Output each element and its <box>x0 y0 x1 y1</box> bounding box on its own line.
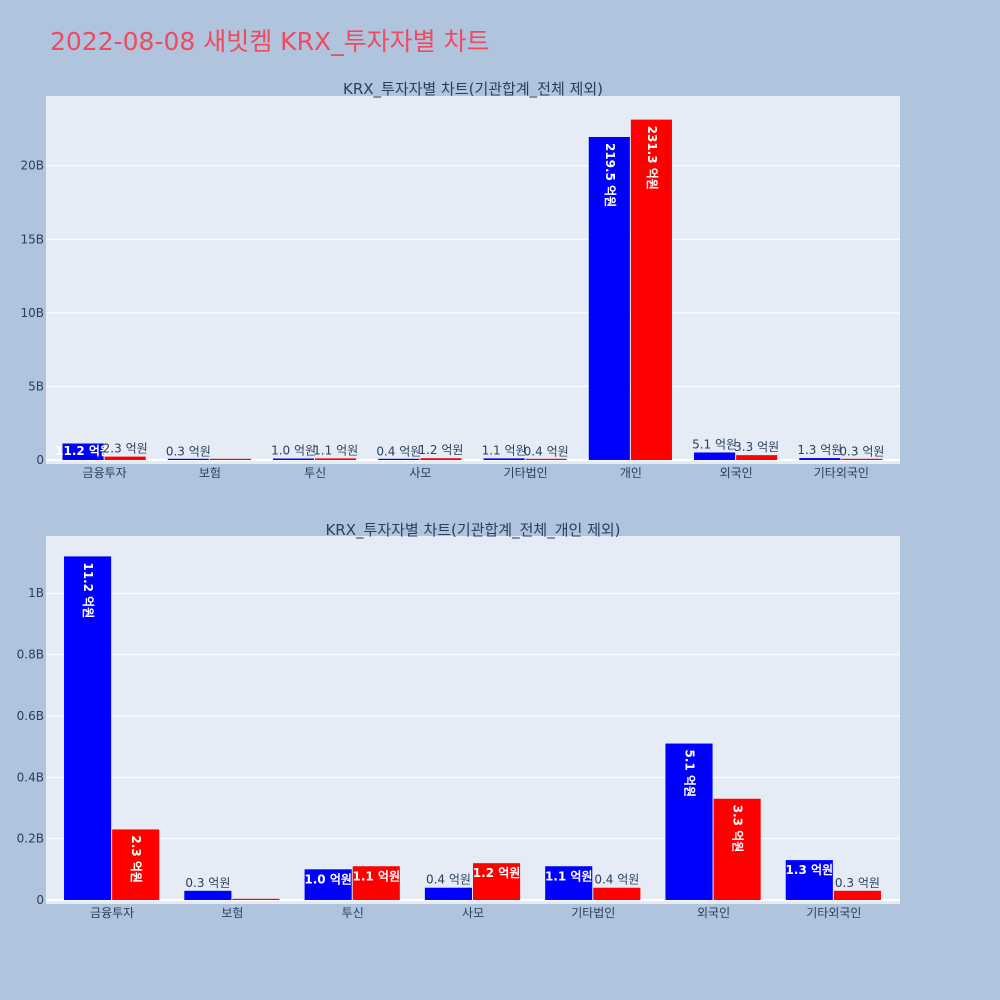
data-label: 0.3 억원 <box>839 445 884 459</box>
data-label: 1.2 억원 <box>473 866 521 880</box>
plot-area <box>46 96 900 464</box>
x-tick-label: 사모 <box>409 466 431 480</box>
data-label: 1.2 억원 <box>418 443 463 457</box>
data-label: 5.1 억원 <box>683 750 697 798</box>
y-tick-label: 15B <box>20 232 44 246</box>
data-label: 11.2 억원 <box>55 444 111 458</box>
x-tick-label: 외국인 <box>697 906 730 920</box>
data-label: 5.1 억원 <box>692 437 737 451</box>
bar <box>104 456 146 460</box>
x-tick-label: 투신 <box>342 906 364 920</box>
y-tick-label: 1B <box>28 586 44 600</box>
data-label: 0.3 억원 <box>835 876 880 890</box>
y-tick-label: 0.4B <box>17 770 44 784</box>
y-tick-label: 10B <box>20 306 44 320</box>
x-tick-label: 기타법인 <box>504 466 548 480</box>
y-tick-label: 0 <box>36 453 44 467</box>
x-tick-label: 개인 <box>620 466 642 480</box>
x-tick-label: 사모 <box>462 906 484 920</box>
bar <box>665 743 713 900</box>
x-tick-label: 금융투자 <box>90 906 134 920</box>
bar <box>352 866 400 900</box>
bar <box>630 119 672 460</box>
chart-title: KRX_투자자별 차트(기관합계_전체 제외) <box>343 80 603 99</box>
x-tick-label: 금융투자 <box>83 466 127 480</box>
bar <box>378 458 420 460</box>
bar <box>593 887 641 900</box>
data-label: 11.2 억원 <box>81 562 95 618</box>
bar <box>483 458 525 460</box>
bar <box>473 863 521 900</box>
data-label: 1.3 억원 <box>786 863 834 877</box>
page-title: 2022-08-08 새빗켐 KRX_투자자별 차트 <box>50 27 490 56</box>
data-label: 2.3 억원 <box>103 442 148 456</box>
data-label: 0.4 억원 <box>426 873 471 887</box>
x-tick-label: 투신 <box>304 466 326 480</box>
chart-title: KRX_투자자별 차트(기관합계_전체_개인 제외) <box>325 521 620 540</box>
bar <box>112 829 160 900</box>
data-label: 0.4 억원 <box>524 444 569 458</box>
x-tick-label: 기타외국인 <box>814 466 869 480</box>
bar <box>799 458 841 460</box>
y-tick-label: 0.8B <box>17 648 44 662</box>
data-label: 1.1 억원 <box>353 869 401 883</box>
bar <box>184 890 232 900</box>
y-tick-label: 20B <box>20 159 44 173</box>
data-label: 1.1 억원 <box>313 443 358 457</box>
y-tick-label: 0.6B <box>17 709 44 723</box>
bar <box>713 798 761 900</box>
bar <box>424 887 472 900</box>
data-label: 3.3 억원 <box>731 805 745 853</box>
bar <box>588 136 630 460</box>
bar <box>694 452 736 460</box>
data-label: 1.1 억원 <box>545 869 593 883</box>
bar <box>545 866 593 900</box>
data-label: 0.3 억원 <box>166 445 211 459</box>
y-tick-label: 5B <box>28 379 44 393</box>
chart-1: 0 5B 10B 15B 20B KRX_투자자별 차트(기관합계_전체 제외) 금융투자 1… <box>20 80 900 480</box>
bar <box>736 455 778 460</box>
data-label: 219.5 억원 <box>603 143 617 207</box>
data-label: 0.4 억원 <box>376 444 421 458</box>
data-label: 1.0 억원 <box>304 872 352 886</box>
data-label: 231.3 억원 <box>645 126 659 190</box>
bar <box>232 898 280 900</box>
data-label: 1.0 억원 <box>271 444 316 458</box>
data-label: 1.1 억원 <box>482 443 527 457</box>
bar <box>833 890 881 900</box>
data-label: 2.3 억원 <box>129 835 143 883</box>
x-tick-label: 기타외국인 <box>806 906 861 920</box>
x-tick-label: 보험 <box>221 906 243 920</box>
x-tick-label: 보험 <box>199 466 221 480</box>
bar <box>785 860 833 900</box>
data-label: 1.3 억원 <box>797 443 842 457</box>
plot-area <box>46 536 900 904</box>
bar <box>304 869 352 900</box>
bar <box>62 443 104 460</box>
x-tick-label: 기타법인 <box>571 906 615 920</box>
data-label: 0.4 억원 <box>594 873 639 887</box>
bar <box>209 458 251 460</box>
bar <box>525 458 567 460</box>
y-tick-label: 0 <box>36 893 44 907</box>
bar <box>64 556 112 900</box>
bar <box>841 458 883 460</box>
data-label: 3.3 억원 <box>734 440 779 454</box>
y-tick-label: 0.2B <box>17 832 44 846</box>
bar <box>273 458 315 460</box>
bar <box>420 458 462 460</box>
data-label: 0.3 억원 <box>185 876 230 890</box>
x-tick-label: 외국인 <box>720 466 753 480</box>
bar <box>315 458 357 460</box>
chart-2: 0 0.2B 0.4B 0.6B 0.8B 1B KRX_투자자별 차트(기관합계_전체_개… <box>17 521 900 920</box>
bar <box>167 458 209 460</box>
